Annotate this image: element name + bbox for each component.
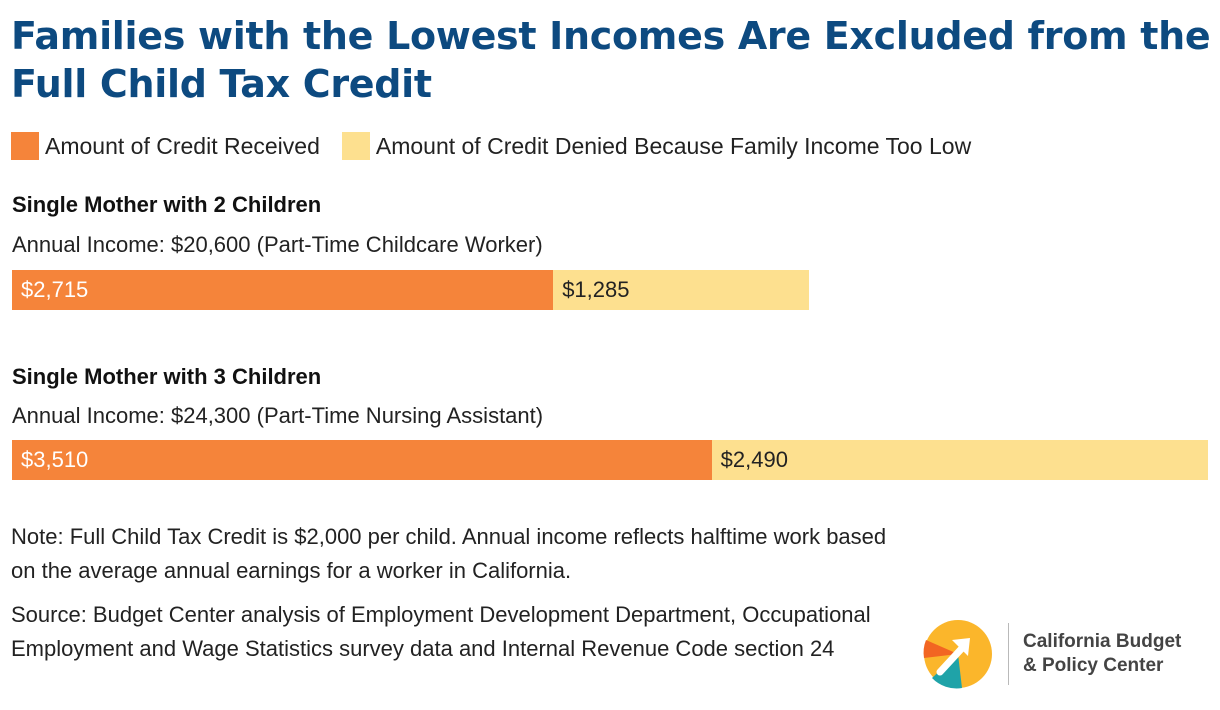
- logo: California Budget & Policy Center: [918, 616, 1181, 692]
- note-text: Note: Full Child Tax Credit is $2,000 pe…: [11, 524, 887, 583]
- legend-swatch-received: [11, 132, 39, 160]
- bar-label-received-1: $2,715: [21, 277, 89, 302]
- legend-swatch-denied: [341, 132, 370, 160]
- bar-denied-1: $1,285: [553, 270, 810, 310]
- legend-label-received: Amount of Credit Received: [45, 132, 320, 159]
- logo-line-2: & Policy Center: [1023, 655, 1164, 676]
- group-subtitle-2: Annual Income: $24,300 (Part-Time Nursin…: [12, 403, 544, 428]
- chart-title: Families with the Lowest Incomes Are Exc…: [11, 14, 1211, 106]
- legend: Amount of Credit Received Amount of Cred…: [11, 132, 993, 160]
- logo-divider: [1008, 623, 1009, 685]
- legend-item-denied: Amount of Credit Denied Because Family I…: [341, 132, 972, 160]
- group-title-2: Single Mother with 3 Children: [12, 364, 322, 389]
- legend-label-denied: Amount of Credit Denied Because Family I…: [375, 132, 972, 159]
- bar-label-received-2: $3,510: [21, 447, 89, 472]
- bar-received-1: $2,715: [12, 270, 554, 310]
- bar-denied-2: $2,490: [711, 440, 1208, 480]
- bar-label-denied-2: $2,490: [720, 447, 788, 472]
- logo-mark-icon: [923, 620, 992, 689]
- legend-item-received: Amount of Credit Received: [11, 132, 320, 160]
- logo-text: California Budget & Policy Center: [1023, 630, 1181, 678]
- group-subtitle-1: Annual Income: $20,600 (Part-Time Childc…: [12, 232, 543, 257]
- logo-line-1: California Budget: [1023, 631, 1182, 652]
- bar-received-2: $3,510: [12, 440, 712, 480]
- bar-label-denied-1: $1,285: [562, 277, 630, 302]
- group-title-1: Single Mother with 2 Children: [12, 192, 322, 217]
- source-text: Source: Budget Center analysis of Employ…: [11, 602, 871, 661]
